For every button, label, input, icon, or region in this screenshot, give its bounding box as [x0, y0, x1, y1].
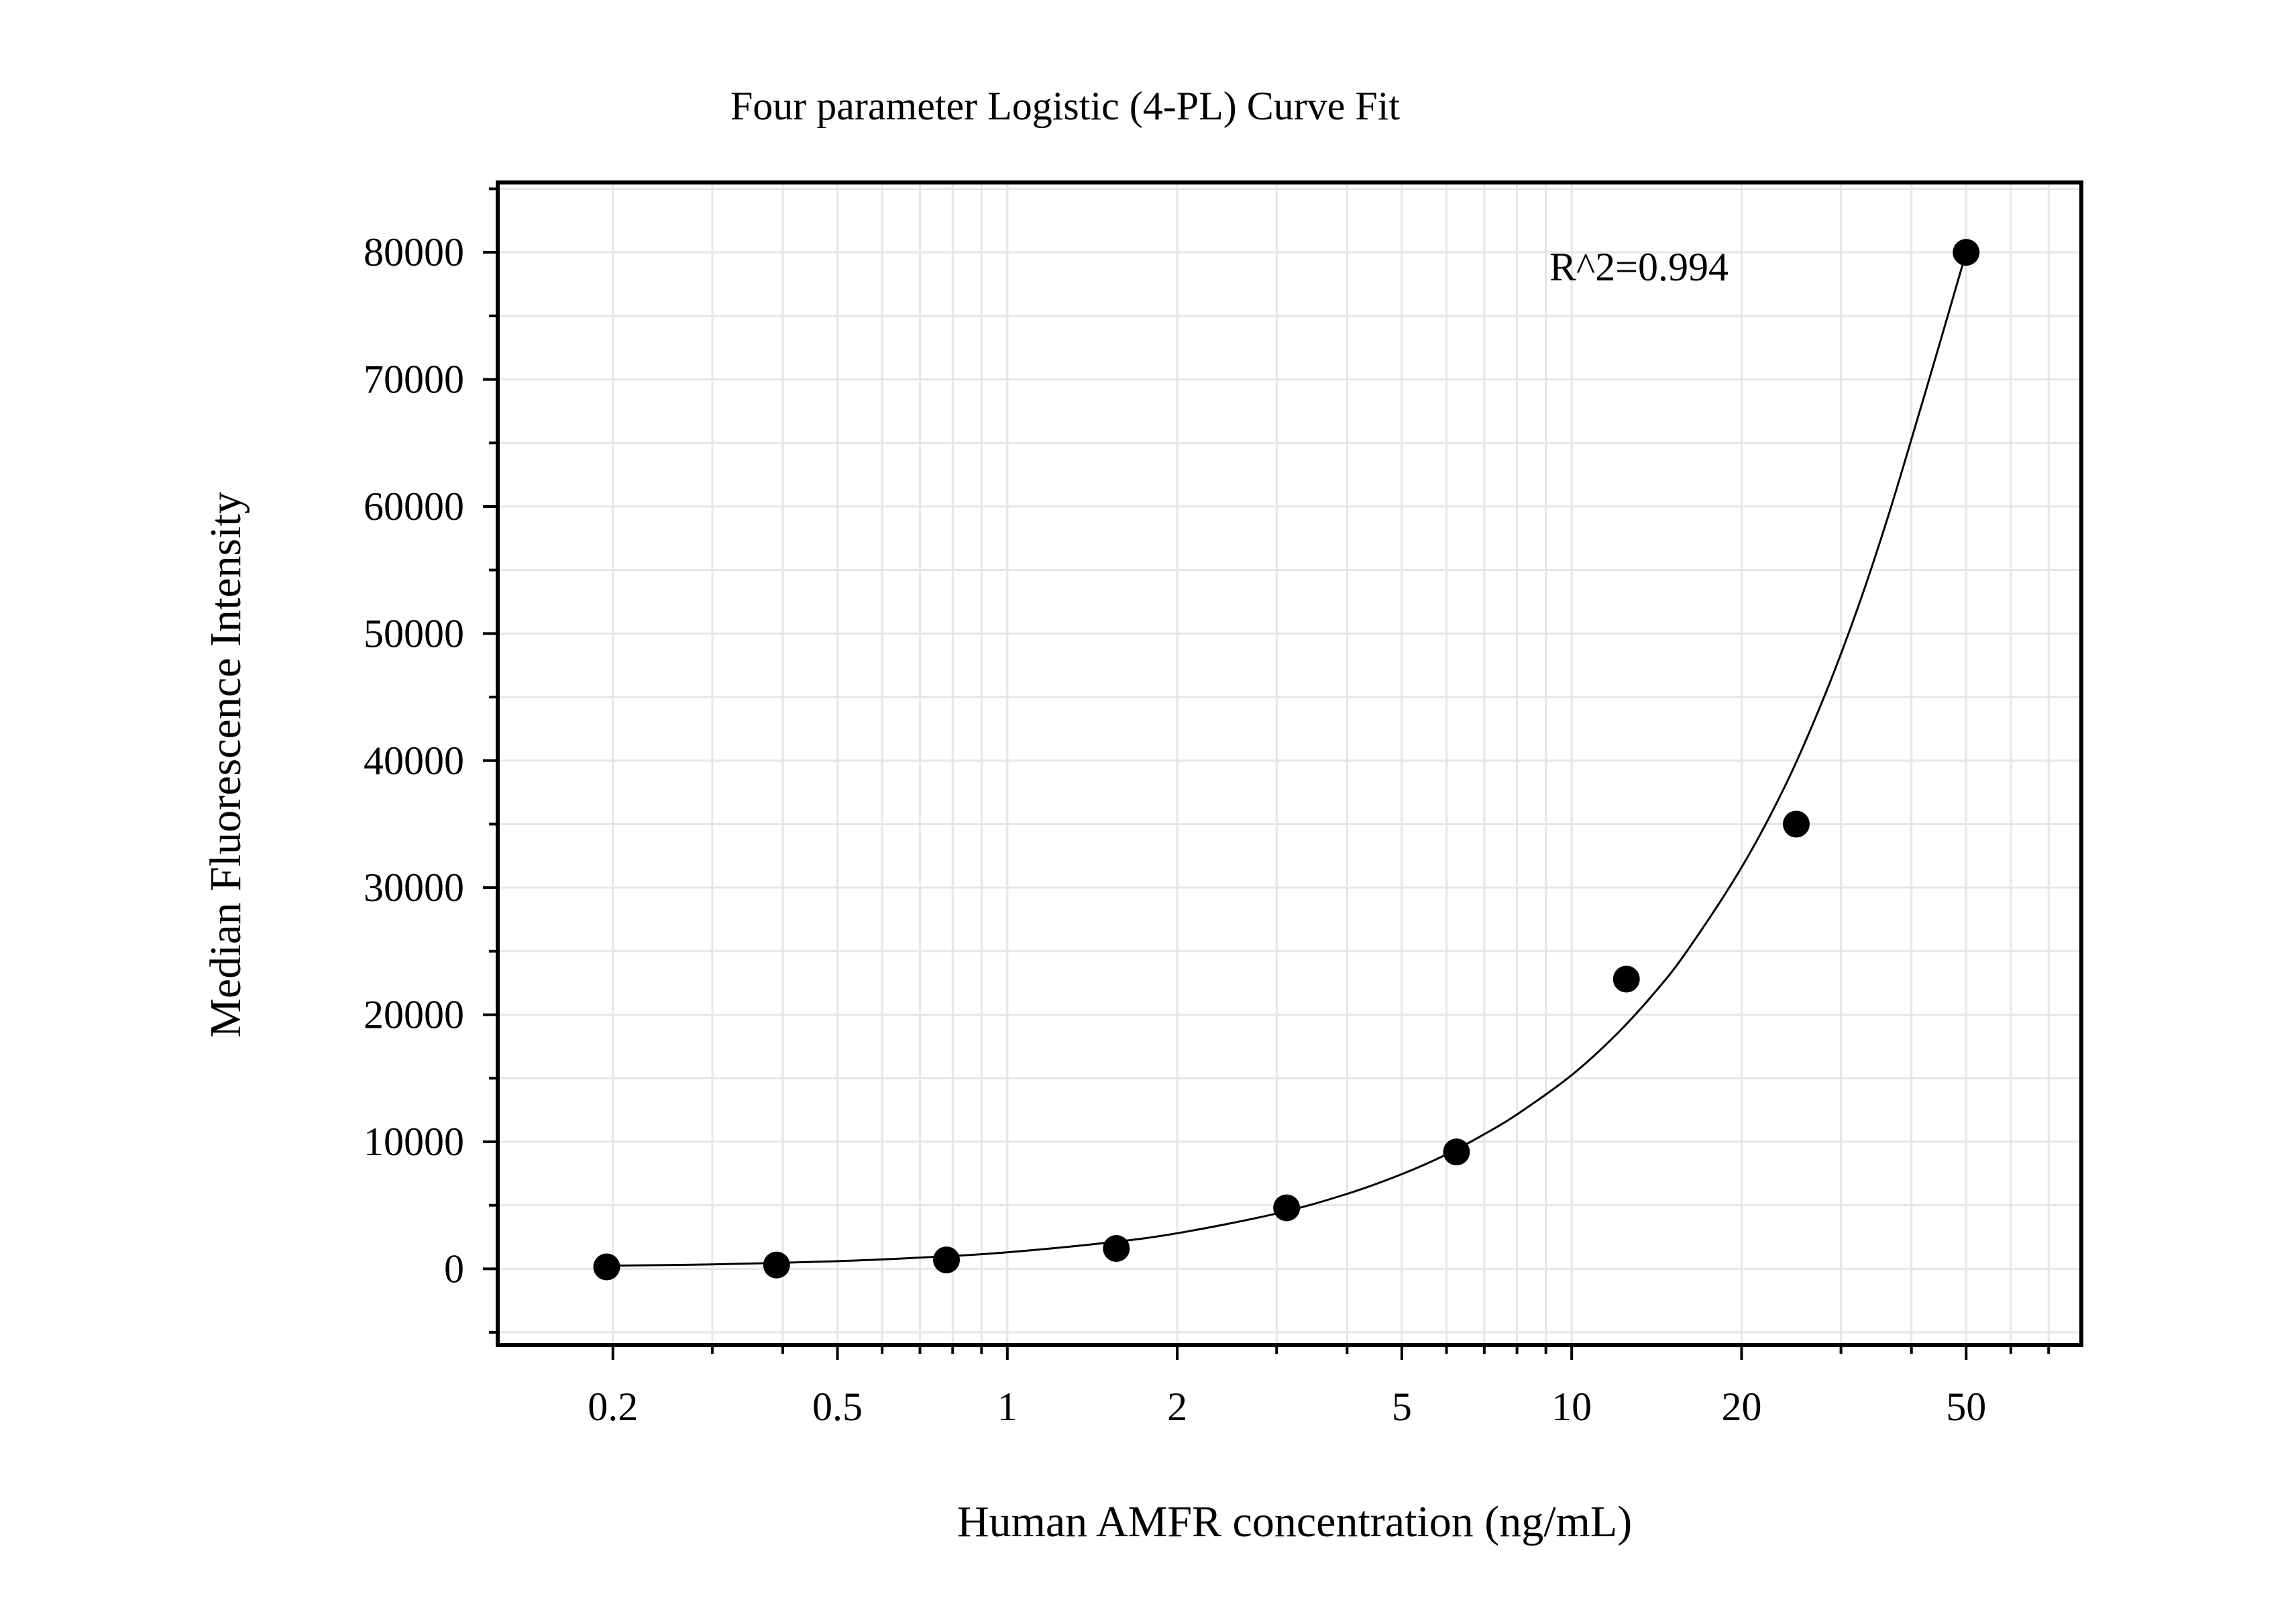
y-tick-label: 60000 [364, 484, 464, 529]
data-point [1782, 810, 1810, 838]
y-axis-label: Median Fluorescence Intensity [201, 492, 250, 1038]
x-tick-label: 0.5 [812, 1385, 863, 1429]
y-tick-label: 30000 [364, 865, 464, 910]
chart-title: Four parameter Logistic (4-PL) Curve Fit [730, 84, 1400, 128]
y-tick-label: 80000 [364, 230, 464, 274]
fit-curve [612, 252, 1967, 1267]
y-tick-label: 40000 [364, 739, 464, 783]
y-tick-label: 0 [444, 1246, 464, 1291]
x-tick-labels: 0.2 0.5 1 2 5 10 20 50 [588, 1385, 1986, 1429]
x-tick-label: 1 [997, 1385, 1018, 1429]
r-squared-annotation: R^2=0.994 [1549, 245, 1729, 289]
data-point [933, 1246, 961, 1274]
data-points-layer [593, 239, 1980, 1281]
y-tick-label: 70000 [364, 358, 464, 402]
x-tick-label: 2 [1167, 1385, 1187, 1429]
y-tick-label: 10000 [364, 1120, 464, 1164]
x-axis-label: Human AMFR concentration (ng/mL) [957, 1497, 1632, 1546]
x-tick-label: 20 [1721, 1385, 1761, 1429]
x-tick-label: 0.2 [588, 1385, 638, 1429]
x-tick-label: 10 [1551, 1385, 1592, 1429]
data-point [763, 1251, 790, 1279]
plot-frame [496, 180, 2083, 1347]
x-tick-label: 50 [1946, 1385, 1986, 1429]
fit-curve-layer [612, 252, 1967, 1267]
data-point [1103, 1235, 1130, 1263]
data-point [1953, 239, 1980, 266]
y-tick-labels: 0 10000 20000 30000 40000 50000 60000 70000 8000… [364, 230, 464, 1291]
data-point [593, 1253, 620, 1281]
x-tick-label: 5 [1392, 1385, 1412, 1429]
axis-ticks [483, 187, 2051, 1360]
y-tick-label: 20000 [364, 993, 464, 1037]
data-point [1612, 965, 1640, 993]
y-tick-label: 50000 [364, 611, 464, 655]
data-point [1273, 1194, 1301, 1222]
data-point [1443, 1138, 1470, 1166]
